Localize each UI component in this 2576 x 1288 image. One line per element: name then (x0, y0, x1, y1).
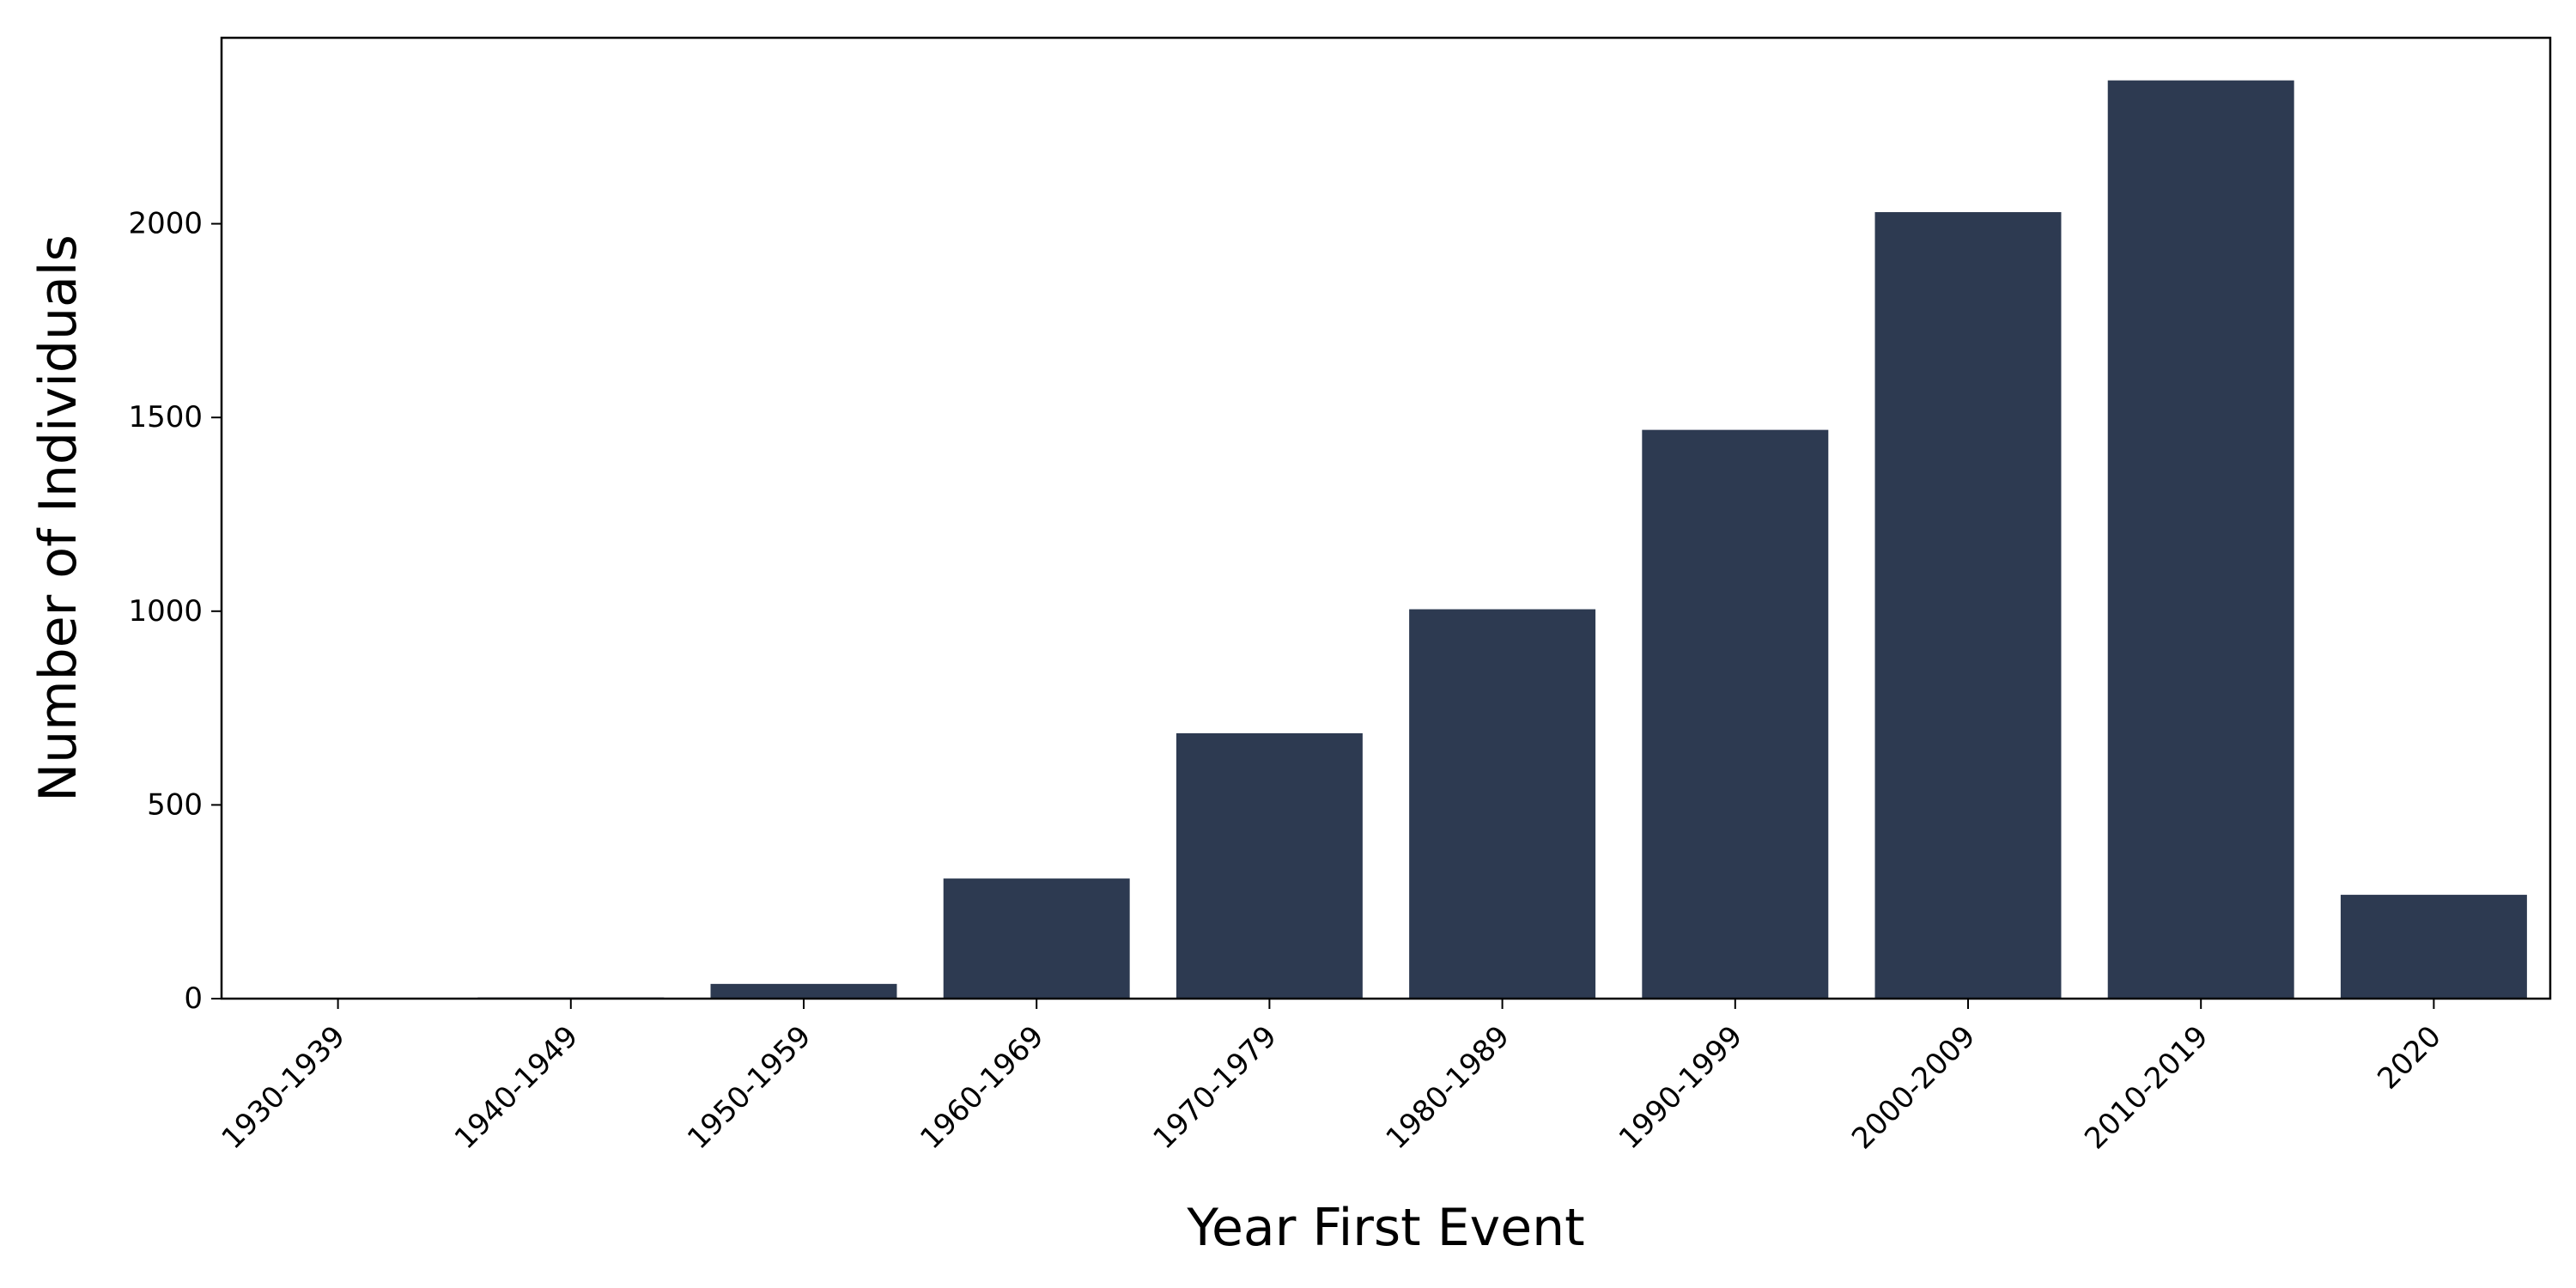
bars-group (245, 80, 2527, 999)
bar-2020 (2340, 895, 2527, 999)
y-axis-title: Number of Individuals (28, 234, 88, 801)
bar-2010-2019 (2107, 80, 2294, 999)
bar-2000-2009 (1874, 212, 2062, 999)
y-axis: 0 500 1000 1500 2000 (128, 207, 222, 1016)
y-tick-label: 1500 (128, 400, 203, 434)
plot-frame (220, 36, 2552, 1000)
y-tick-label: 0 (184, 981, 203, 1016)
y-tick-label: 1000 (128, 594, 203, 629)
bar-1950-1959 (710, 983, 897, 999)
bar-1980-1989 (1409, 609, 1596, 999)
y-tick-label: 2000 (128, 207, 203, 241)
y-tick-label: 500 (147, 787, 203, 822)
bar-1970-1979 (1176, 732, 1363, 999)
bar-1960-1969 (943, 878, 1130, 999)
x-axis-title: Year First Event (1186, 1198, 1584, 1258)
bar-1990-1999 (1642, 429, 1829, 999)
